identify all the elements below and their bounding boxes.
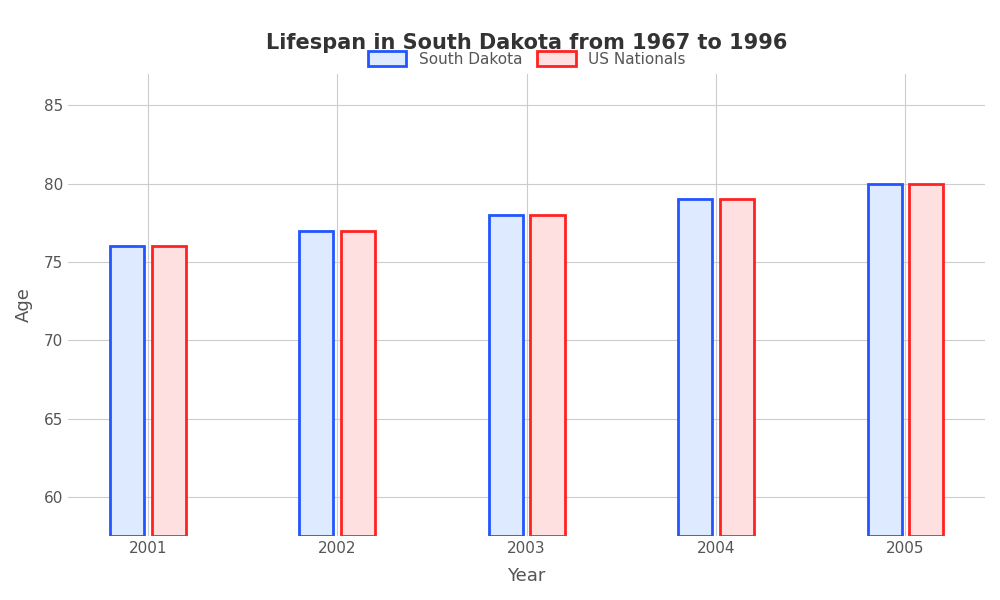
Bar bbox=[152, 246, 186, 536]
Title: Lifespan in South Dakota from 1967 to 1996: Lifespan in South Dakota from 1967 to 19… bbox=[266, 33, 787, 53]
X-axis label: Year: Year bbox=[507, 567, 546, 585]
Bar bbox=[868, 184, 902, 536]
Bar bbox=[909, 184, 943, 536]
Bar bbox=[299, 230, 333, 536]
Bar bbox=[341, 230, 375, 536]
Bar bbox=[720, 199, 754, 536]
Bar bbox=[110, 246, 144, 536]
Bar bbox=[489, 215, 523, 536]
Bar bbox=[530, 215, 565, 536]
Bar bbox=[678, 199, 712, 536]
Legend: South Dakota, US Nationals: South Dakota, US Nationals bbox=[362, 44, 691, 73]
Y-axis label: Age: Age bbox=[15, 287, 33, 322]
